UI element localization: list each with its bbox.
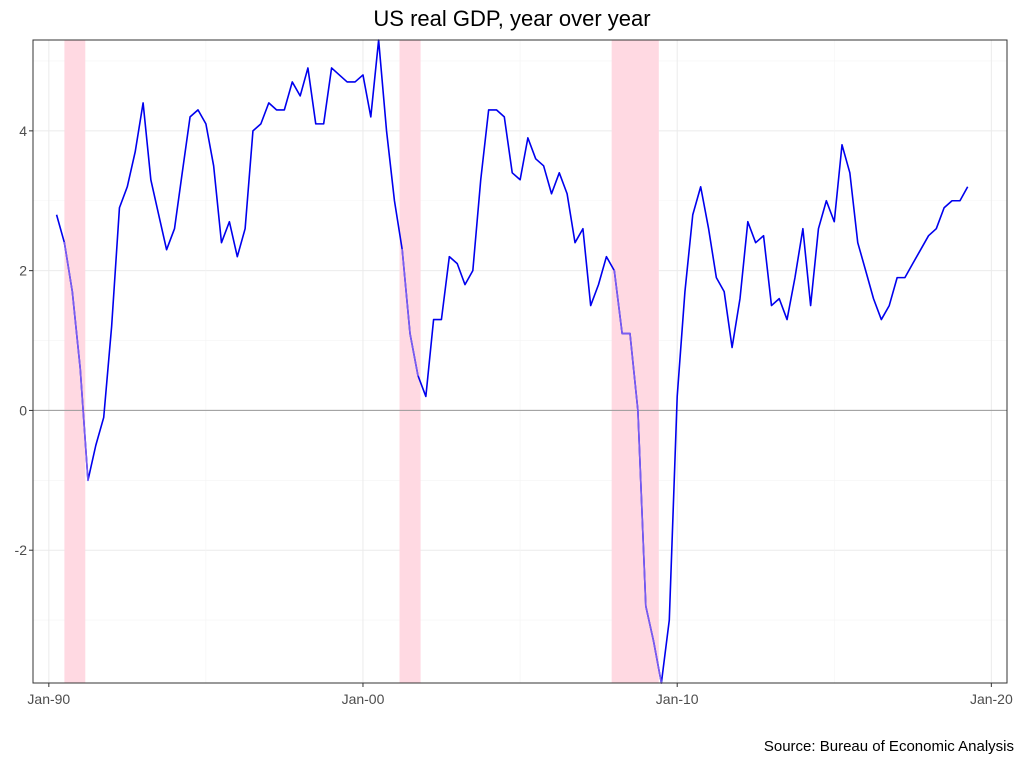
gdp-line-recession-segment	[637, 409, 647, 607]
recession-band	[611, 40, 659, 683]
x-axis: Jan-90 Jan-00 Jan-10 Jan-20	[27, 683, 1013, 707]
gdp-line-recession-segment	[629, 332, 639, 412]
y-tick-label: -2	[15, 542, 28, 558]
gdp-line-recession-segment	[401, 248, 411, 335]
x-tick-label: Jan-90	[27, 691, 70, 707]
gdp-line-recession-segment	[409, 332, 419, 377]
gdp-line	[55, 39, 969, 684]
y-tick-label: 4	[19, 123, 27, 139]
gdp-line-recession-segment	[71, 290, 82, 370]
y-tick-label: 0	[19, 402, 27, 418]
recession-bands	[64, 40, 659, 683]
gdp-line-recession-segment	[63, 241, 74, 293]
x-tick-label: Jan-20	[970, 691, 1013, 707]
gdp-line-recession-segment	[613, 269, 623, 335]
y-tick-label: 2	[19, 263, 27, 279]
recession-band	[64, 40, 86, 683]
gdp-line-recession-segment	[79, 367, 89, 482]
source-caption: Source: Bureau of Economic Analysis	[763, 738, 1014, 755]
grid-lines	[33, 40, 1007, 683]
gdp-series	[55, 39, 969, 684]
plot-frame	[32, 39, 1008, 684]
y-axis: -2 0 2 4	[15, 123, 33, 558]
x-tick-label: Jan-00	[342, 691, 385, 707]
gdp-line-recession-segment	[645, 605, 655, 642]
gdp-line-recession-segment	[652, 640, 663, 684]
plot-border	[32, 39, 1008, 684]
recession-band	[399, 40, 421, 683]
chart-title: US real GDP, year over year	[373, 6, 651, 31]
x-tick-label: Jan-10	[656, 691, 699, 707]
